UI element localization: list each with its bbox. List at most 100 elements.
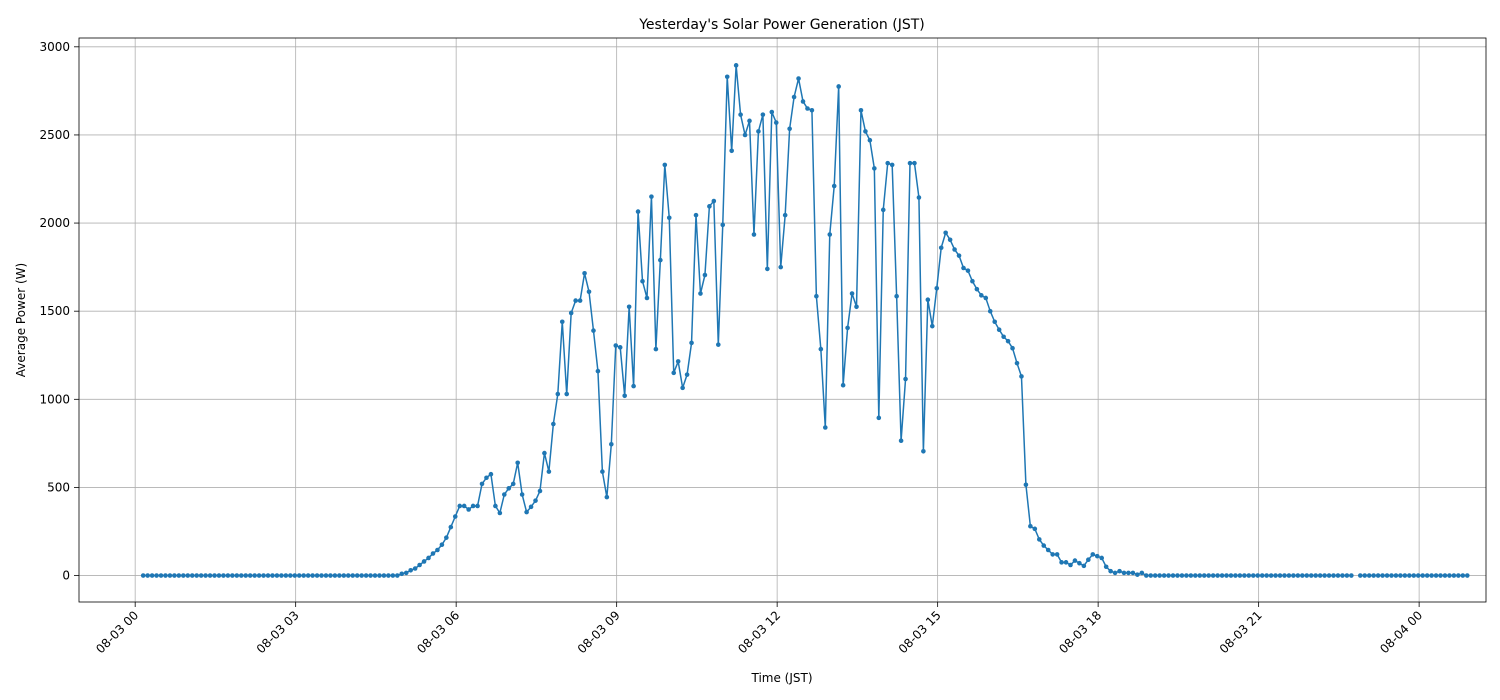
data-point	[609, 441, 614, 447]
data-point	[319, 573, 324, 578]
data-point	[564, 391, 570, 397]
y-tick-label: 3000	[39, 40, 70, 54]
data-point	[1357, 573, 1363, 578]
data-point	[987, 308, 993, 314]
data-point	[671, 370, 677, 376]
data-point	[849, 291, 855, 296]
data-point	[635, 209, 641, 214]
data-point	[1081, 563, 1087, 569]
data-point	[261, 573, 266, 578]
data-point	[1152, 573, 1158, 578]
data-point	[983, 295, 989, 301]
data-point	[296, 573, 302, 578]
data-point	[916, 195, 922, 200]
data-point	[158, 573, 164, 578]
data-point	[350, 573, 356, 578]
data-point	[1010, 345, 1015, 351]
data-point	[1121, 570, 1127, 576]
data-point	[1019, 374, 1024, 379]
data-point	[270, 573, 275, 578]
data-point	[421, 559, 427, 564]
data-point	[1130, 570, 1136, 576]
data-point	[1036, 537, 1042, 542]
data-point	[729, 148, 734, 154]
data-point	[1322, 573, 1327, 578]
chart-title: Yesterday's Solar Power Generation (JST)	[638, 17, 925, 33]
data-point	[680, 385, 685, 391]
data-point	[1264, 573, 1269, 578]
data-point	[1268, 573, 1274, 578]
data-point	[742, 132, 748, 138]
data-point	[662, 162, 668, 168]
data-point	[1304, 573, 1310, 578]
x-axis-label: Time (JST)	[750, 671, 812, 685]
data-point	[1415, 573, 1421, 578]
data-point	[577, 298, 583, 303]
data-point	[283, 573, 289, 578]
data-point	[1335, 573, 1341, 578]
data-point	[238, 573, 244, 578]
data-point	[172, 573, 177, 578]
data-point	[604, 494, 610, 500]
data-point	[506, 486, 512, 491]
data-point	[720, 222, 726, 228]
x-tick-label: 08-03 00	[93, 608, 141, 656]
data-point	[1340, 573, 1345, 578]
data-point	[622, 393, 627, 399]
data-point	[711, 198, 717, 204]
data-point	[1005, 338, 1011, 344]
data-point	[1246, 573, 1252, 578]
data-point	[1175, 573, 1180, 578]
data-point	[858, 107, 864, 113]
data-point	[693, 212, 699, 218]
data-point	[1291, 573, 1296, 578]
data-point	[1028, 523, 1033, 529]
data-point	[943, 230, 948, 236]
data-point	[1077, 560, 1082, 566]
data-point	[626, 304, 632, 310]
data-point	[1032, 526, 1038, 532]
data-point	[912, 160, 917, 166]
data-point	[537, 488, 543, 494]
data-point	[403, 570, 409, 576]
data-point	[399, 571, 405, 577]
data-point	[1362, 573, 1368, 578]
data-point	[225, 573, 231, 578]
data-point	[898, 438, 904, 444]
data-point	[751, 232, 757, 237]
data-point	[519, 492, 525, 497]
data-point	[555, 391, 561, 397]
data-point	[479, 481, 485, 487]
data-point	[1344, 573, 1350, 578]
data-point	[452, 514, 458, 519]
data-point	[1233, 573, 1238, 578]
data-point	[823, 425, 828, 430]
data-point	[738, 112, 743, 117]
x-tick-label: 08-03 03	[254, 608, 302, 656]
data-point	[863, 129, 868, 134]
data-point	[800, 99, 806, 104]
point-layer	[140, 63, 1470, 578]
data-point	[867, 137, 873, 143]
data-point	[716, 342, 721, 347]
data-point	[649, 194, 654, 199]
data-point	[1090, 552, 1096, 557]
data-point	[840, 382, 846, 388]
data-point	[827, 232, 833, 237]
data-point	[1242, 573, 1247, 578]
data-point	[573, 298, 578, 303]
data-point	[203, 573, 208, 578]
y-tick-label: 500	[47, 480, 70, 494]
data-point	[782, 212, 788, 218]
data-point	[1371, 573, 1376, 578]
data-point	[1442, 573, 1448, 578]
data-point	[586, 289, 592, 295]
data-point	[1402, 573, 1408, 578]
data-point	[368, 573, 373, 578]
data-point	[1282, 573, 1287, 578]
data-point	[332, 573, 338, 578]
data-point	[925, 297, 931, 303]
data-point	[814, 293, 819, 299]
data-point	[167, 573, 173, 578]
data-point	[279, 573, 284, 578]
